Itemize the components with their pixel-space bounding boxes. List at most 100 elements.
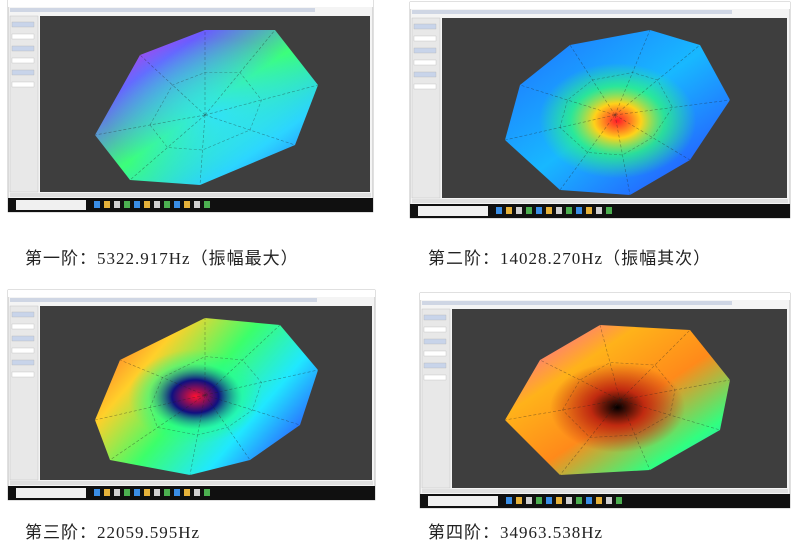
taskbar-icon [194,489,200,496]
search-box [428,496,498,506]
panel-control [423,326,447,333]
mesh-line [559,399,621,476]
mesh-line [619,399,651,471]
taskbar-icon [204,201,210,208]
title-bar [8,290,375,297]
status-bar [412,199,788,203]
caption: 第二阶：14028.270Hz（振幅其次） [428,249,712,268]
taskbar-icon [154,489,160,496]
taskbar-icon [526,497,532,504]
panel-control [11,45,35,52]
search-box [16,488,86,498]
mode-shape-shading [95,318,318,475]
taskbar-icon [104,489,110,496]
panel-control [413,59,437,66]
mesh-line [504,399,621,421]
mesh-line [94,114,206,136]
taskbar-icon [556,497,562,504]
mesh-line [614,44,701,116]
screenshot [7,0,374,213]
status-bar [422,489,788,493]
taskbar-icon [204,489,210,496]
taskbar-icon [596,497,602,504]
taskbar-icon [556,207,562,214]
taskbar [420,494,790,508]
search-box [16,200,86,210]
mesh-ring [149,356,262,436]
mesh-line [204,84,319,116]
search-box [418,206,488,216]
panel-control [413,83,437,90]
mesh-line [109,394,206,461]
side-panel [9,305,39,481]
taskbar-icon [566,497,572,504]
taskbar-icon [144,201,150,208]
status-bar [10,481,373,485]
taskbar-icon [576,207,582,214]
screenshot [7,289,376,501]
mesh-line [204,394,301,426]
panel-control [423,362,447,369]
mesh-line [189,394,206,476]
taskbar-icon [516,497,522,504]
taskbar-icon [134,489,140,496]
taskbar-icon [566,207,572,214]
taskbar-icon [606,207,612,214]
side-panel [411,17,441,199]
taskbar-icon [174,201,180,208]
mesh-line [204,114,296,146]
taskbar-icon [194,201,200,208]
taskbar-icon [506,207,512,214]
mesh-line [519,84,616,116]
taskbar-icon [164,489,170,496]
panel-control [11,371,35,378]
panel-control [11,359,35,366]
taskbar-icon [546,207,552,214]
taskbar-icon [164,201,170,208]
panel-control [413,47,437,54]
mode-shape-shading [505,30,730,195]
taskbar-icon [616,497,622,504]
taskbar-icon [184,201,190,208]
screenshot [409,1,791,219]
panel-control [11,323,35,330]
mesh-line [619,379,731,401]
mesh-ring [149,72,262,151]
mesh-line [204,369,319,396]
menu-bar [412,10,732,14]
caption: 第四阶：34963.538Hz [428,523,604,542]
panel-control [11,21,35,28]
mesh-line [204,29,276,116]
mesh-line [614,29,651,116]
panel-control [11,81,35,88]
taskbar-icon [596,207,602,214]
mesh-line [614,99,731,116]
taskbar-icon [174,489,180,496]
taskbar-icon [94,489,100,496]
mesh-ring [559,72,673,156]
mesh-line [619,329,691,401]
menu-bar [10,298,317,302]
mode-shape-shading [95,30,318,185]
panel-control [423,374,447,381]
taskbar-icon [114,489,120,496]
taskbar-icon [94,201,100,208]
mode-shape-shading [505,325,730,475]
taskbar-icon [536,497,542,504]
menu-bar [422,301,732,305]
taskbar-icon [154,201,160,208]
taskbar-icon [124,201,130,208]
mesh-line [119,359,206,396]
taskbar-icon [124,489,130,496]
panel-control [11,311,35,318]
taskbar-icon [586,207,592,214]
menu-bar [10,8,315,12]
mesh-line [619,399,721,431]
mesh-line [199,114,206,186]
panel-control [11,347,35,354]
taskbar-icon [104,201,110,208]
taskbar-icon [516,207,522,214]
panel-control [11,335,35,342]
mesh-line [504,114,616,141]
